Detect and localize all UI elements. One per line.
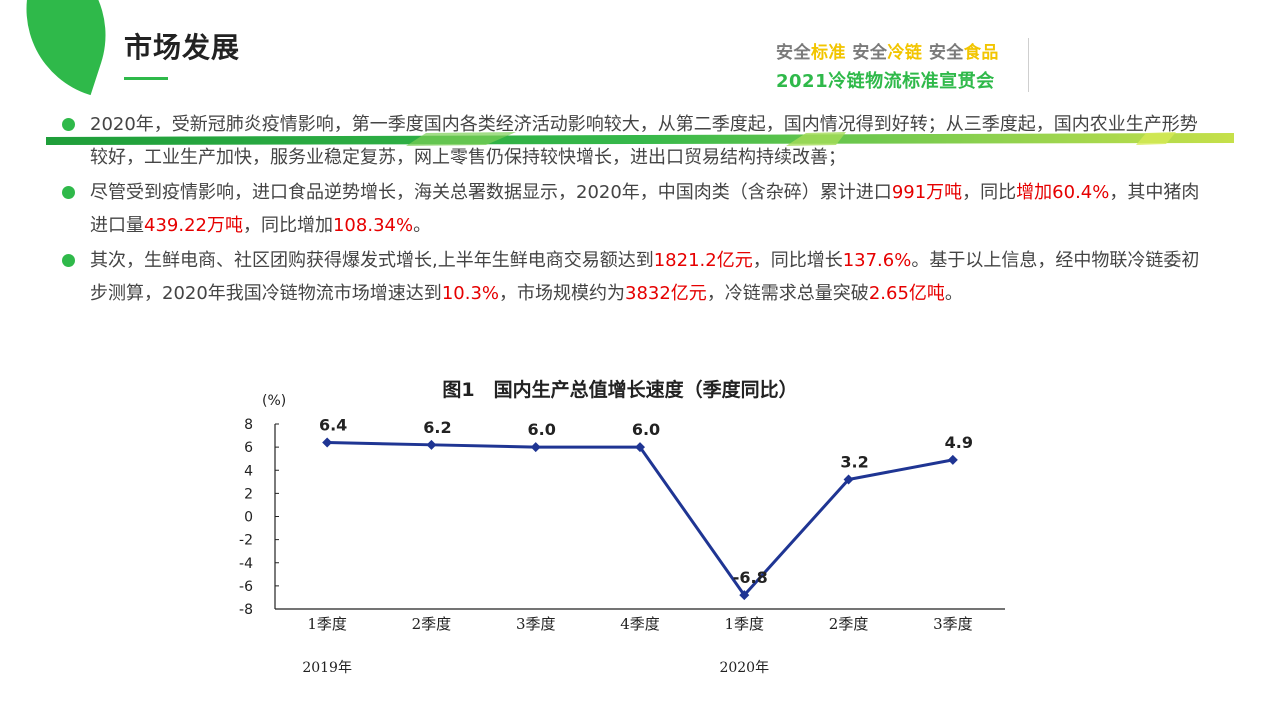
bullet-text-segment: ，同比增加 [242,215,333,236]
x-tick-label: 4季度 [620,615,660,633]
data-point [739,590,750,601]
series-layer [322,437,958,601]
bullet-text-segment: 。 [413,215,432,236]
data-label: -6.8 [733,568,768,587]
y-tick-label: -6 [239,579,253,595]
y-tick-label: 8 [244,417,253,433]
bullet-text: 2020年，受新冠肺炎疫情影响，第一季度国内各类经济活动影响较大，从第二季度起，… [90,114,1198,168]
year-label: 2020年 [719,660,769,676]
y-tick-label: 4 [244,463,253,479]
bullet-item: 2020年，受新冠肺炎疫情影响，第一季度国内各类经济活动影响较大，从第二季度起，… [60,108,1200,174]
bullet-dot-icon [62,254,75,267]
data-point [426,439,437,450]
bullet-text-segment: ，市场规模约为 [499,283,625,304]
highlight-figure: 增加60.4% [1016,182,1110,203]
bullet-text: 其次，生鲜电商、社区团购获得爆发式增长,上半年生鲜电商交易额达到1821.2亿元… [90,250,1199,304]
brand-slogan-part: 冷链 [887,43,923,63]
bullet-text-segment: ，冷链需求总量突破 [706,283,869,304]
corner-leaf-decoration [3,0,129,96]
x-tick-label: 3季度 [933,615,973,633]
bullet-dot-icon [62,118,75,131]
y-tick-label: 0 [244,510,253,526]
data-label: 3.2 [840,453,868,472]
bullet-text-segment: ，同比增长 [752,250,843,271]
data-label: 6.4 [319,416,347,435]
bullet-text: 尽管受到疫情影响，进口食品逆势增长，海关总署数据显示，2020年，中国肉类（含杂… [90,182,1199,236]
brand-slogan: 安全标准 安全冷链 安全食品 [776,38,1026,63]
brand-divider [1028,38,1029,92]
highlight-figure: 2.65亿吨 [868,283,945,304]
green-stripe-decoration [46,132,1234,146]
brand-logo: 安全标准 安全冷链 安全食品 2021冷链物流标准宣贯会 [776,38,1026,93]
bullet-item: 尽管受到疫情影响，进口食品逆势增长，海关总署数据显示，2020年，中国肉类（含杂… [60,176,1200,242]
chart-title: 图1 国内生产总值增长速度（季度同比） [442,378,797,401]
title-underline [124,77,168,80]
brand-slogan-part: 安全 [922,43,964,63]
gdp-growth-chart: 图1 国内生产总值增长速度（季度同比） (%) 8 6 4 2 0 -2 -4 -6 -8 1季… [220,372,1020,692]
y-tick-label: 2 [244,486,253,502]
bullet-list: 2020年，受新冠肺炎疫情影响，第一季度国内各类经济活动影响较大，从第二季度起，… [60,108,1200,312]
chart-svg: 图1 国内生产总值增长速度（季度同比） (%) 8 6 4 2 0 -2 -4 -6 -8 1季… [239,378,1005,676]
bullet-dot-icon [62,186,75,199]
y-ticks: 8 6 4 2 0 -2 -4 -6 -8 [239,417,279,618]
brand-slogan-part: 标准 [811,43,846,63]
highlight-figure: 10.3% [441,283,499,304]
bullet-text-segment: ，同比 [962,182,1017,203]
y-tick-label: -2 [239,533,253,549]
y-tick-label: -8 [239,602,253,618]
x-tick-label: 2季度 [412,615,452,633]
highlight-figure: 439.22万吨 [144,215,243,236]
data-point [322,437,333,448]
x-tick-label: 2季度 [829,615,869,633]
highlight-figure: 991万吨 [891,182,963,203]
page-title: 市场发展 [124,31,241,64]
bullet-text-segment: 。 [944,283,963,304]
highlight-figure: 108.34% [332,215,414,236]
brand-subtitle: 2021冷链物流标准宣贯会 [776,71,995,92]
year-labels: 2019年 2020年 [302,660,769,676]
y-tick-label: 6 [244,440,253,456]
highlight-figure: 3832亿元 [625,283,707,304]
data-label: 6.0 [632,420,660,439]
bullet-text-segment: ，其中猪肉进口量 [90,182,1200,236]
brand-slogan-part: 安全 [846,43,888,63]
highlight-figure: 1821.2亿元 [653,250,753,271]
data-point [530,442,541,453]
data-label: 4.9 [945,433,973,452]
year-label: 2019年 [302,660,352,676]
data-label: 6.0 [528,420,556,439]
bullet-text-segment: 。基于以上信息，经中物联冷链委初步测算，2020年我国冷链物流市场增速达到 [90,250,1200,304]
data-labels: 6.4 6.2 6.0 6.0 -6.8 3.2 4.9 [319,416,973,588]
bullet-text-segment: 尽管受到疫情影响，进口食品逆势增长，海关总署数据显示，2020年，中国肉类（含杂… [90,182,892,203]
y-axis-unit: (%) [262,393,286,409]
highlight-figure: 137.6% [842,250,912,271]
x-tick-labels: 1季度 2季度 3季度 4季度 1季度 2季度 3季度 [307,615,972,633]
x-tick-label: 3季度 [516,615,556,633]
bullet-text-segment: 其次，生鲜电商、社区团购获得爆发式增长,上半年生鲜电商交易额达到 [90,250,654,271]
x-tick-label: 1季度 [725,615,765,633]
data-point [635,442,645,453]
bullet-item: 其次，生鲜电商、社区团购获得爆发式增长,上半年生鲜电商交易额达到1821.2亿元… [60,244,1200,310]
x-tick-label: 1季度 [307,615,347,633]
brand-slogan-part: 食品 [963,43,999,63]
data-point [843,474,854,485]
y-tick-label: -4 [239,556,253,572]
bullet-text-segment: 2020年，受新冠肺炎疫情影响，第一季度国内各类经济活动影响较大，从第二季度起，… [90,114,1198,168]
data-point [947,454,958,465]
brand-slogan-part: 安全 [776,43,811,63]
data-label: 6.2 [423,418,451,437]
